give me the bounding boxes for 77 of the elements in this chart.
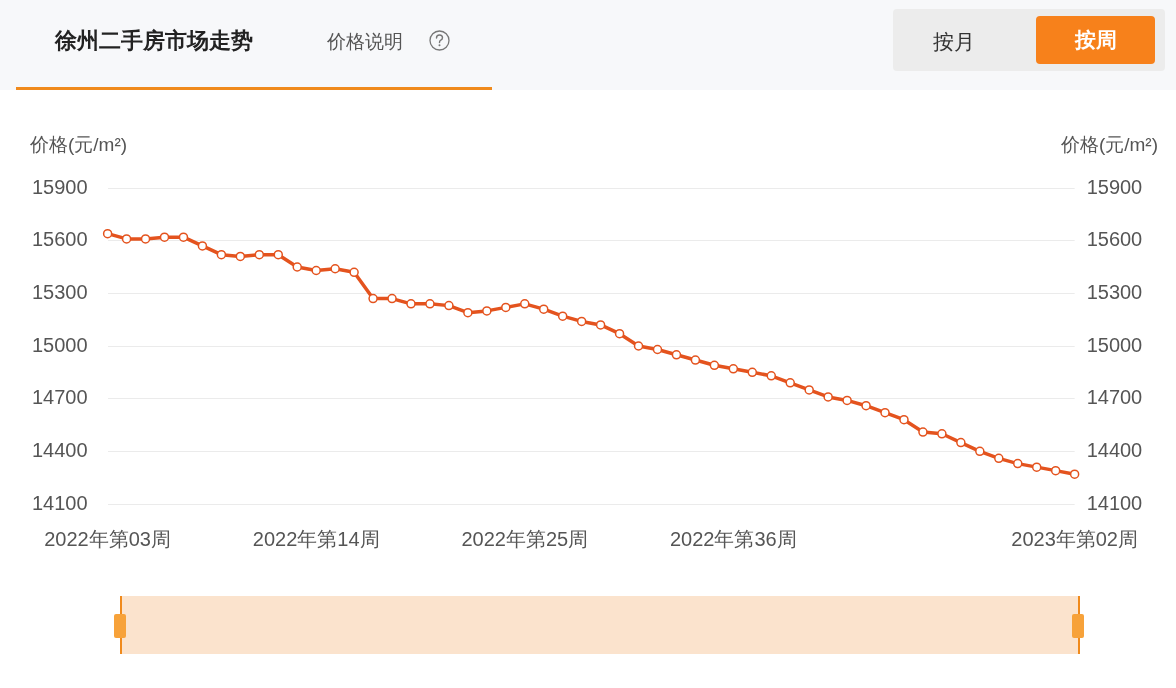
- point: [975, 446, 985, 457]
- point: [425, 299, 435, 309]
- point: [671, 350, 682, 360]
- y2-tick-label: 15900: [1086, 175, 1143, 198]
- point: [330, 264, 340, 274]
- point: [216, 249, 227, 260]
- y2-tick-label: 14400: [1086, 438, 1143, 461]
- point: [899, 414, 909, 425]
- point: [937, 429, 947, 439]
- text: 按周: [1036, 16, 1155, 64]
- point: [482, 306, 492, 316]
- point: [614, 328, 625, 339]
- y-tick-label: 15600: [31, 228, 88, 251]
- point: [159, 232, 170, 242]
- y-axis-title: 价格(元/m²): [30, 133, 128, 157]
- point: [633, 341, 644, 351]
- x-tick-label: 2022年第14周: [252, 527, 380, 550]
- x-tick-label: 2022年第25周: [461, 527, 589, 550]
- x-tick-label: 2023年第02周: [1011, 527, 1139, 550]
- point: [178, 232, 189, 242]
- point: [444, 300, 454, 311]
- point: [292, 262, 302, 272]
- point: [1031, 462, 1042, 472]
- point: [254, 249, 265, 260]
- chart-subtitle: 价格说明: [327, 30, 403, 54]
- point: [880, 407, 890, 418]
- point: [576, 316, 587, 327]
- y-tick-label: 15000: [31, 333, 88, 356]
- point: [197, 241, 208, 251]
- point: [842, 395, 852, 406]
- y-tick-label: 15900: [31, 175, 88, 198]
- y2-tick-label: 15600: [1086, 228, 1143, 251]
- point: [387, 293, 397, 304]
- y2-tick-label: 15000: [1086, 333, 1143, 356]
- chart-title: 徐州二手房市场走势: [55, 27, 253, 55]
- point: [1069, 469, 1080, 479]
- point: [709, 360, 720, 371]
- point: [538, 304, 549, 314]
- point: [349, 267, 359, 278]
- point: [994, 453, 1004, 464]
- x-tick-label: 2022年第03周: [44, 527, 171, 550]
- point: [406, 299, 416, 309]
- point: [690, 355, 701, 365]
- point: [804, 385, 814, 395]
- point: [728, 364, 739, 374]
- point: [235, 251, 246, 262]
- point: [557, 311, 568, 321]
- point: [1013, 458, 1023, 469]
- y2-tick-label: 14100: [1086, 491, 1143, 514]
- point: [652, 344, 663, 355]
- point: [368, 293, 378, 304]
- point: [463, 307, 473, 318]
- text: 按月: [933, 29, 975, 55]
- point: [501, 302, 511, 313]
- point: [595, 320, 606, 330]
- y2-tick-label: 15300: [1086, 280, 1143, 303]
- point: [520, 299, 530, 309]
- point: [311, 265, 321, 276]
- point: [766, 371, 776, 381]
- x-tick-label: 2022年第36周: [669, 527, 797, 550]
- point: [273, 249, 284, 260]
- point: [861, 400, 871, 411]
- y-tick-label: 14100: [31, 491, 88, 514]
- point: [918, 427, 928, 437]
- point: [747, 367, 758, 378]
- y-tick-label: 15300: [31, 280, 88, 303]
- y2-tick-label: 14700: [1086, 386, 1143, 409]
- y2-axis-title: 价格(元/m²): [1060, 133, 1158, 157]
- point: [956, 437, 966, 448]
- point: [140, 234, 151, 244]
- point: [102, 228, 113, 239]
- point: [1050, 465, 1061, 476]
- point: [121, 234, 132, 244]
- y-tick-label: 14400: [31, 438, 88, 461]
- point: [823, 392, 833, 402]
- y-tick-label: 14700: [31, 386, 88, 409]
- point: [785, 378, 795, 388]
